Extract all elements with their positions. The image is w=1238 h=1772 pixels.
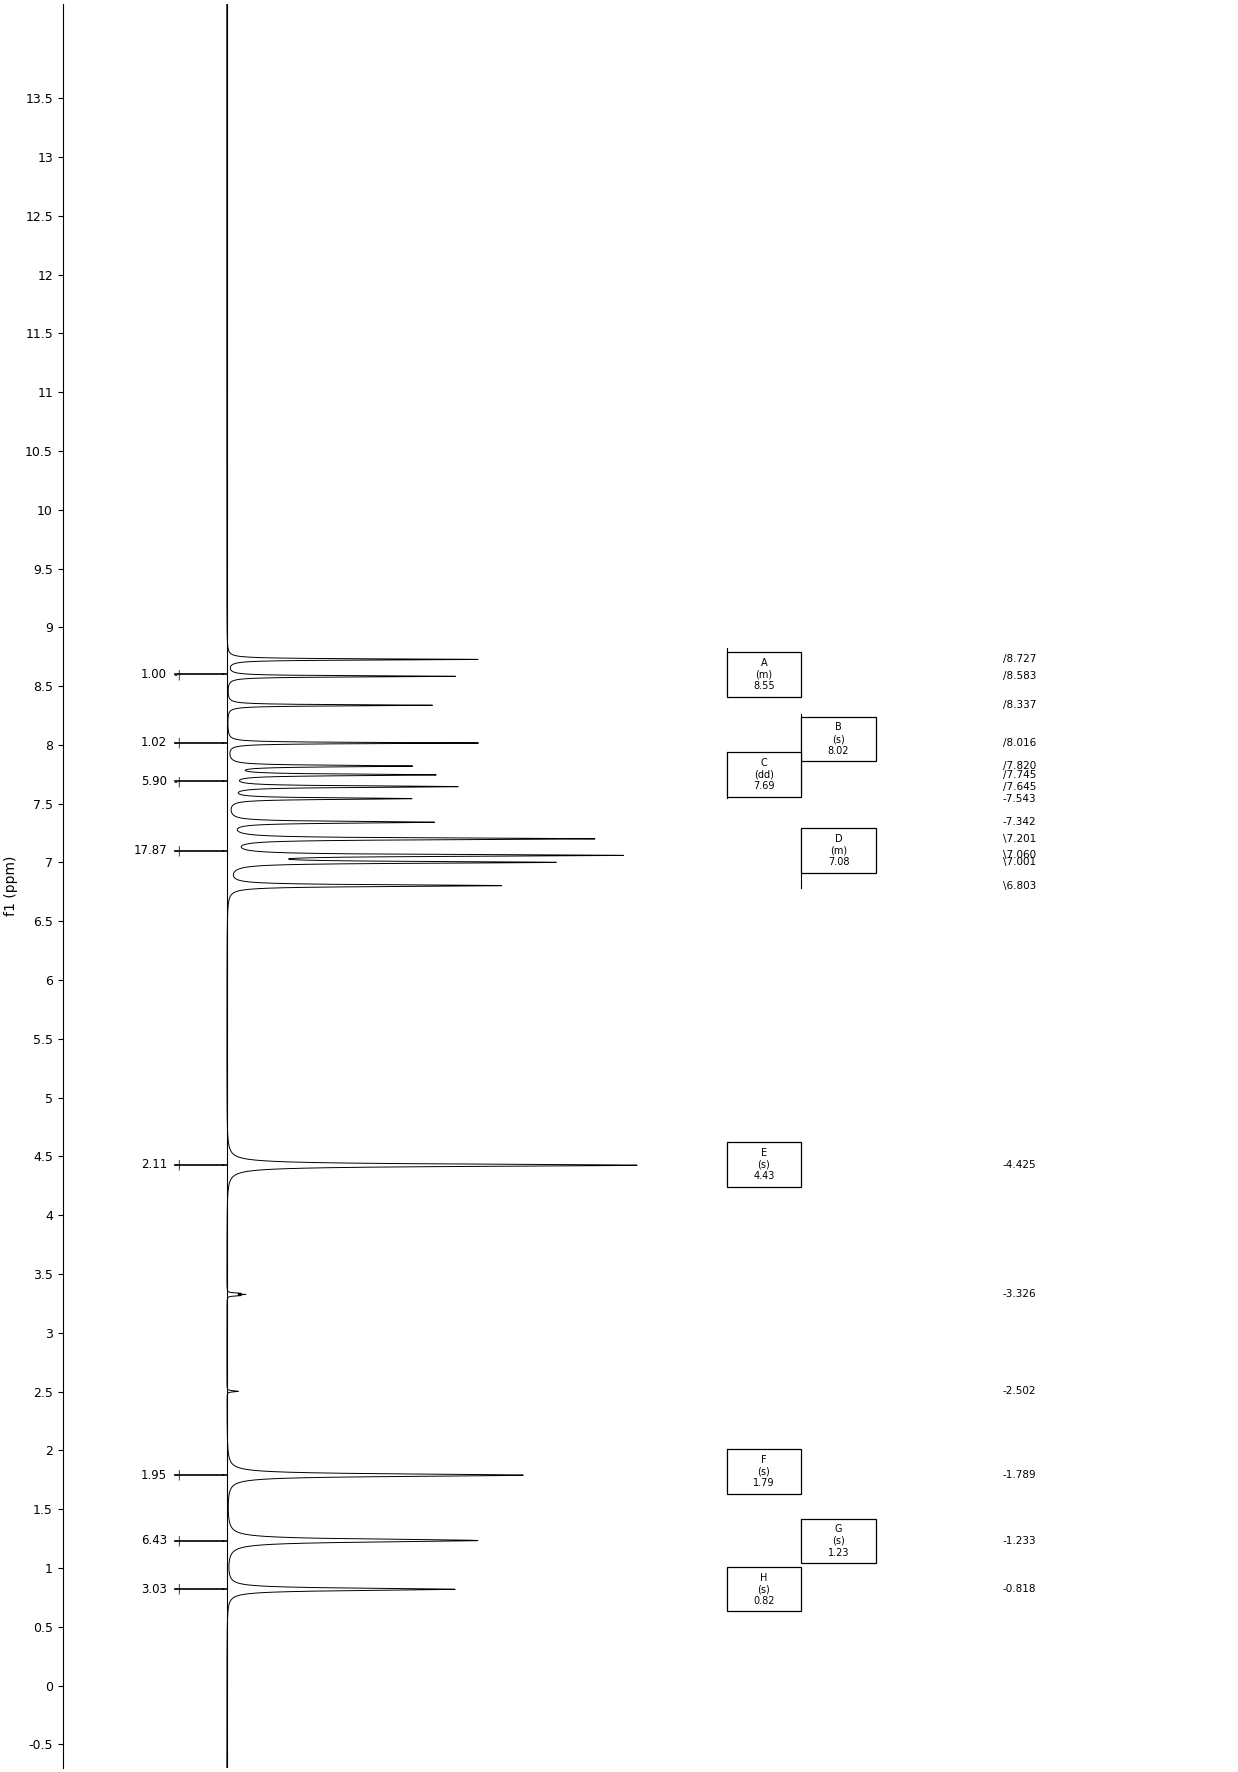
Text: -|: -|	[171, 1584, 181, 1595]
FancyBboxPatch shape	[727, 1566, 801, 1611]
Text: 17.87: 17.87	[134, 843, 167, 858]
Text: /8.337: /8.337	[1003, 700, 1036, 711]
Text: 1.02: 1.02	[141, 735, 167, 750]
Text: -1.789: -1.789	[1003, 1471, 1036, 1480]
Text: H
(s)
0.82: H (s) 0.82	[753, 1572, 775, 1605]
FancyBboxPatch shape	[727, 1143, 801, 1187]
FancyBboxPatch shape	[727, 751, 801, 797]
Text: 1.95: 1.95	[141, 1469, 167, 1481]
Text: -|: -|	[171, 1536, 181, 1547]
Text: 3.03: 3.03	[141, 1582, 167, 1595]
Text: G
(s)
1.23: G (s) 1.23	[828, 1524, 849, 1558]
Text: F
(s)
1.79: F (s) 1.79	[753, 1455, 775, 1488]
Text: 5.90: 5.90	[141, 774, 167, 789]
Text: 2.11: 2.11	[141, 1159, 167, 1171]
Text: E
(s)
4.43: E (s) 4.43	[753, 1148, 775, 1182]
Text: -0.818: -0.818	[1003, 1584, 1036, 1595]
Text: -|: -|	[171, 1469, 181, 1480]
Text: -|: -|	[171, 845, 181, 856]
Text: -4.425: -4.425	[1003, 1161, 1036, 1170]
Text: B
(s)
8.02: B (s) 8.02	[828, 723, 849, 755]
Text: -7.342: -7.342	[1003, 817, 1036, 828]
Text: \7.001: \7.001	[1003, 858, 1036, 867]
Text: -|: -|	[171, 670, 181, 680]
Text: /8.583: /8.583	[1003, 672, 1036, 682]
Text: -|: -|	[171, 1159, 181, 1170]
FancyBboxPatch shape	[727, 1449, 801, 1494]
Text: /8.727: /8.727	[1003, 654, 1036, 664]
Text: -|: -|	[171, 737, 181, 748]
Text: \7.201: \7.201	[1003, 835, 1036, 843]
Text: \7.060: \7.060	[1003, 851, 1036, 861]
Text: -|: -|	[171, 776, 181, 787]
Text: -7.543: -7.543	[1003, 794, 1036, 804]
Text: -2.502: -2.502	[1003, 1386, 1036, 1396]
Text: C
(dd)
7.69: C (dd) 7.69	[753, 758, 775, 790]
Text: /7.745: /7.745	[1003, 769, 1036, 780]
FancyBboxPatch shape	[801, 716, 875, 762]
Text: -3.326: -3.326	[1003, 1290, 1036, 1299]
Y-axis label: f1 (ppm): f1 (ppm)	[4, 856, 19, 916]
Text: -1.233: -1.233	[1003, 1536, 1036, 1545]
FancyBboxPatch shape	[727, 652, 801, 696]
Text: A
(m)
8.55: A (m) 8.55	[753, 657, 775, 691]
Text: /8.016: /8.016	[1003, 737, 1036, 748]
FancyBboxPatch shape	[801, 828, 875, 874]
Text: D
(m)
7.08: D (m) 7.08	[828, 835, 849, 867]
Text: /7.820: /7.820	[1003, 760, 1036, 771]
Text: 6.43: 6.43	[141, 1535, 167, 1547]
Text: \6.803: \6.803	[1003, 881, 1036, 891]
Text: /7.645: /7.645	[1003, 781, 1036, 792]
FancyBboxPatch shape	[801, 1519, 875, 1563]
Text: 1.00: 1.00	[141, 668, 167, 680]
